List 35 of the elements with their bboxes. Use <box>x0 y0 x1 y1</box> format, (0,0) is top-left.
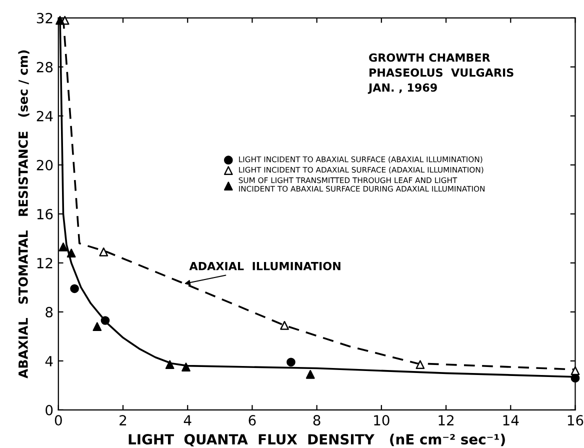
y-tick-label: 16 <box>37 208 53 220</box>
point <box>306 370 315 379</box>
point <box>570 366 580 376</box>
point <box>280 320 289 330</box>
point <box>58 242 68 252</box>
x-tick-label: 2 <box>120 415 126 426</box>
point <box>182 362 190 372</box>
x-tick-label: 8 <box>313 415 320 426</box>
point <box>165 360 174 370</box>
x-axis-title: LIGHT QUANTA FLUX DENSITY (nE cm⁻² sec⁻¹) <box>128 434 505 446</box>
x-tick-label: 4 <box>184 415 192 426</box>
y-tick-label: 24 <box>36 110 53 122</box>
point <box>92 322 102 332</box>
x-tick-label: 12 <box>438 415 454 426</box>
x-tick-label: 16 <box>568 415 584 426</box>
y-axis-title: ABAXIAL STOMATAL RESISTANCE (sec / cm) <box>18 50 30 378</box>
y-tick-label: 0 <box>46 404 53 416</box>
point <box>66 248 76 258</box>
y-tick-label: 8 <box>46 306 53 318</box>
x-tick-label: 0 <box>54 415 62 426</box>
y-tick-label: 12 <box>37 258 52 268</box>
point <box>100 316 110 325</box>
annotation: ADAXIAL ILLUMINATION <box>189 262 340 270</box>
y-tick-label: 4 <box>45 356 53 366</box>
annotation: GROWTH CHAMBER PHASEOLUS VULGARIS JAN. , 1969 <box>368 53 514 94</box>
x-tick-label: 6 <box>248 415 256 426</box>
y-tick-label: 28 <box>36 62 53 72</box>
point <box>286 358 296 367</box>
x-tick-label: 10 <box>374 415 390 426</box>
point <box>416 360 425 370</box>
x-tick-label: 14 <box>503 415 519 426</box>
y-tick-label: 32 <box>36 12 52 24</box>
point <box>70 284 79 294</box>
y-tick-label: 20 <box>36 160 53 170</box>
point <box>99 247 108 256</box>
